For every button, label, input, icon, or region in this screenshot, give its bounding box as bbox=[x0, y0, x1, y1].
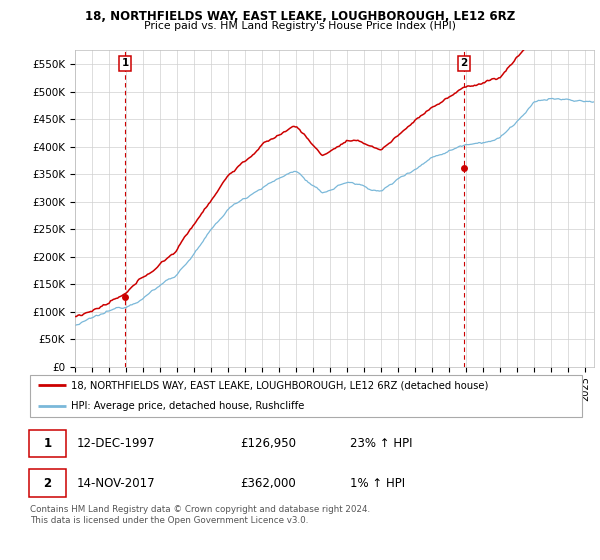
Text: 2: 2 bbox=[44, 477, 52, 489]
Text: 12-DEC-1997: 12-DEC-1997 bbox=[77, 437, 155, 450]
Text: Contains HM Land Registry data © Crown copyright and database right 2024.
This d: Contains HM Land Registry data © Crown c… bbox=[30, 505, 370, 525]
Text: Price paid vs. HM Land Registry's House Price Index (HPI): Price paid vs. HM Land Registry's House … bbox=[144, 21, 456, 31]
Text: 1% ↑ HPI: 1% ↑ HPI bbox=[350, 477, 405, 489]
Text: 18, NORTHFIELDS WAY, EAST LEAKE, LOUGHBOROUGH, LE12 6RZ: 18, NORTHFIELDS WAY, EAST LEAKE, LOUGHBO… bbox=[85, 10, 515, 23]
Text: 2: 2 bbox=[461, 58, 468, 68]
Text: £362,000: £362,000 bbox=[240, 477, 296, 489]
Text: £126,950: £126,950 bbox=[240, 437, 296, 450]
Text: 23% ↑ HPI: 23% ↑ HPI bbox=[350, 437, 413, 450]
FancyBboxPatch shape bbox=[29, 469, 67, 497]
Text: 18, NORTHFIELDS WAY, EAST LEAKE, LOUGHBOROUGH, LE12 6RZ (detached house): 18, NORTHFIELDS WAY, EAST LEAKE, LOUGHBO… bbox=[71, 380, 489, 390]
FancyBboxPatch shape bbox=[29, 430, 67, 458]
Text: 1: 1 bbox=[122, 58, 129, 68]
Text: 1: 1 bbox=[44, 437, 52, 450]
Text: HPI: Average price, detached house, Rushcliffe: HPI: Average price, detached house, Rush… bbox=[71, 402, 305, 411]
Text: 14-NOV-2017: 14-NOV-2017 bbox=[77, 477, 155, 489]
